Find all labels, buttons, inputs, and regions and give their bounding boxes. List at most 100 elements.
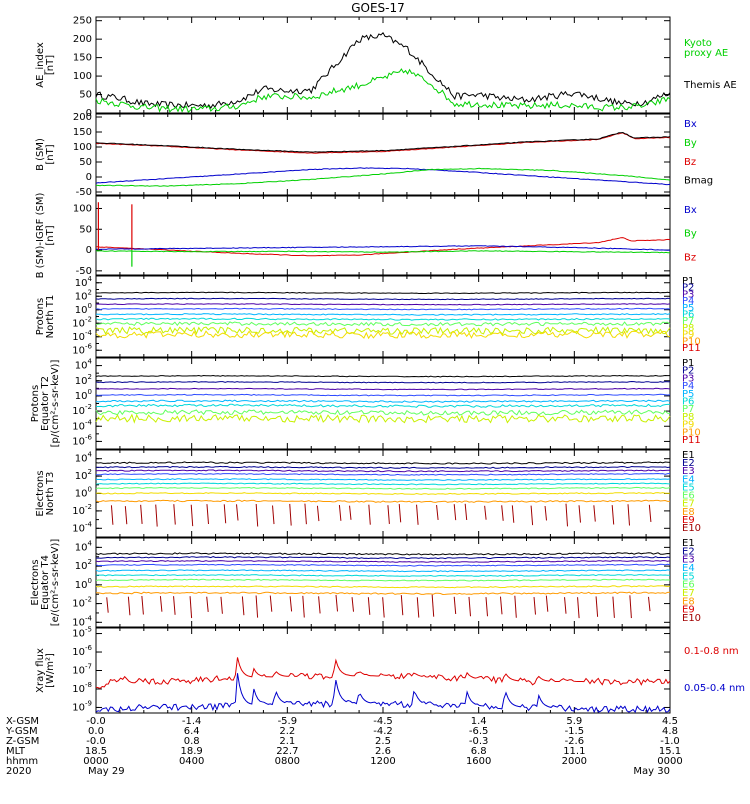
channel-dropout xyxy=(648,596,651,612)
ephemeris-value: -6.5 xyxy=(469,726,489,737)
legend-entry: E8 xyxy=(682,507,695,518)
ephemeris-value: -0.3 xyxy=(469,736,489,747)
channel-dropout xyxy=(533,597,536,615)
channel-trace xyxy=(96,291,671,295)
ephemeris-value: 6.4 xyxy=(184,726,200,737)
legend-entry: E1 xyxy=(682,450,695,461)
ephemeris-label: MLT xyxy=(6,746,26,757)
channel-trace xyxy=(95,469,670,473)
channel-dropout xyxy=(387,505,390,524)
y-tick-label: 0 xyxy=(86,108,92,119)
channel-trace xyxy=(95,330,671,340)
channel-dropout xyxy=(206,596,209,612)
legend-entry: P6 xyxy=(682,397,694,408)
channel-dropout xyxy=(453,504,457,521)
channel-dropout xyxy=(269,595,273,612)
legend-entry: P11 xyxy=(682,343,701,354)
channel-dropout xyxy=(436,504,439,520)
ephemeris-value: 0400 xyxy=(179,756,204,767)
ephemeris-value: 0800 xyxy=(275,756,300,767)
ephemeris-value: -4.5 xyxy=(373,716,393,727)
ephemeris-value: -1.4 xyxy=(182,716,202,727)
legend-entry: Bmag xyxy=(684,176,713,187)
channel-trace xyxy=(95,465,671,469)
legend-entry: P9 xyxy=(682,330,694,341)
channel-dropout xyxy=(255,595,259,618)
channel-dropout xyxy=(318,596,321,614)
y-axis-label: [nT] xyxy=(45,225,56,245)
channel-dropout xyxy=(106,597,109,613)
legend-entry: Kyoto xyxy=(684,38,712,49)
channel-trace xyxy=(95,374,670,378)
ephemeris-value: 0000 xyxy=(83,756,108,767)
legend-entry: P5 xyxy=(682,389,694,400)
ephemeris-value: 4.5 xyxy=(662,716,678,727)
channel-dropout xyxy=(565,503,568,527)
series-bmag xyxy=(95,131,671,153)
y-axis-label: Equator T4 xyxy=(40,555,51,610)
y-tick-label: 150 xyxy=(73,127,92,138)
channel-trace xyxy=(95,563,671,567)
legend-entry: P6 xyxy=(682,310,694,321)
channel-dropout xyxy=(648,504,652,522)
legend-entry: P4 xyxy=(682,381,694,392)
channel-dropout xyxy=(289,596,293,612)
ephemeris-value: 0.0 xyxy=(88,726,104,737)
y-axis-label: [p/(cm²-s-sr-keV)] xyxy=(50,360,61,448)
channel-trace xyxy=(95,326,671,336)
ephemeris-value: 4.8 xyxy=(662,726,678,737)
y-axis-label: [nT] xyxy=(45,144,56,164)
channel-dropout xyxy=(485,597,488,617)
ephemeris-label: Y-GSM xyxy=(5,726,38,737)
ephemeris-value: May 29 xyxy=(88,766,125,777)
legend-entry: P3 xyxy=(682,373,694,384)
ephemeris-value: 18.5 xyxy=(85,746,107,757)
channel-trace xyxy=(95,297,671,301)
channel-dropout xyxy=(124,506,128,525)
y-tick-label: 0 xyxy=(86,245,92,256)
channel-dropout xyxy=(564,597,567,614)
y-tick-label: 50 xyxy=(79,224,92,235)
legend-entry: E3 xyxy=(682,466,695,477)
channel-trace xyxy=(95,486,671,490)
channel-trace xyxy=(95,552,671,556)
series-by xyxy=(96,167,671,187)
ephemeris-label: 2020 xyxy=(6,766,31,777)
channel-dropout xyxy=(155,504,158,527)
channel-trace xyxy=(95,393,671,397)
channel-dropout xyxy=(272,505,275,525)
series-0-1-0-8-nm xyxy=(95,657,671,689)
y-axis-label: [e/(cm²-s-sr-keV)] xyxy=(50,539,61,627)
y-axis-label: North T1 xyxy=(45,295,56,339)
y-tick-label: -50 xyxy=(76,266,92,277)
legend-entry: P1 xyxy=(682,358,694,369)
channel-trace xyxy=(95,492,670,495)
ephemeris-value: -0.0 xyxy=(86,736,106,747)
channel-dropout xyxy=(140,504,143,524)
channel-trace xyxy=(95,307,671,311)
channel-trace xyxy=(95,461,671,465)
channel-dropout xyxy=(223,504,227,524)
ephemeris-value: -5.9 xyxy=(278,716,298,727)
channel-dropout xyxy=(398,503,402,523)
channel-trace xyxy=(95,409,671,416)
channel-dropout xyxy=(368,504,371,525)
series-by xyxy=(95,250,670,254)
legend-entry: P5 xyxy=(682,303,694,314)
legend-entry: P8 xyxy=(682,323,694,334)
channel-dropout xyxy=(453,596,457,615)
panel-3: 100 50 0 -50 B (SM)-IGRF (SM) [nT] Bx By Bz xyxy=(35,193,697,279)
channel-dropout xyxy=(349,505,352,520)
legend-entry: P7 xyxy=(682,316,694,327)
legend-entry: Bx xyxy=(684,119,697,130)
legend-entry: 0.05-0.4 nm xyxy=(684,683,745,694)
channel-dropout xyxy=(255,503,259,527)
channel-dropout xyxy=(302,595,305,618)
legend-entry: E5 xyxy=(682,571,695,582)
channel-trace xyxy=(95,380,671,384)
y-axis-label: AE_index xyxy=(35,42,46,88)
channel-dropout xyxy=(206,504,209,525)
channel-dropout xyxy=(545,595,549,612)
